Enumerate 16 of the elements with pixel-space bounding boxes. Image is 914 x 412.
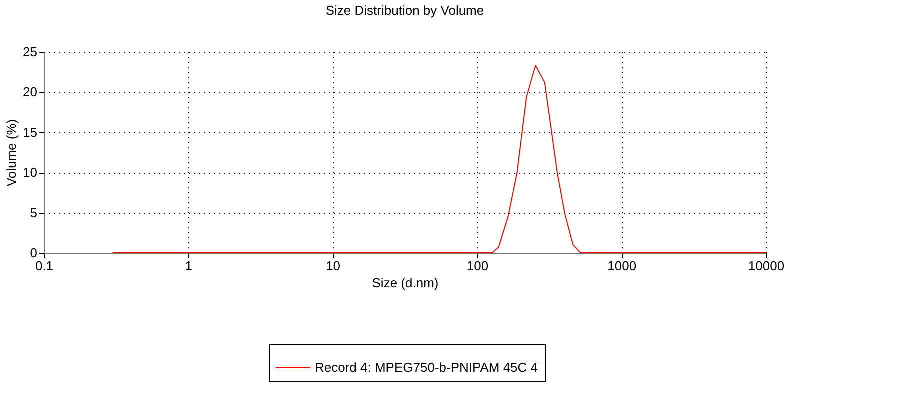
x-tick-label: 100 (466, 258, 489, 274)
y-tick-label: 5 (30, 205, 38, 220)
y-tick-label: 15 (23, 124, 38, 140)
x-tick-label: 0.1 (35, 258, 54, 274)
y-tick-label: 20 (23, 84, 38, 100)
x-tick-label: 10 (326, 258, 341, 274)
y-tick-label: 0 (30, 246, 38, 260)
x-tick-label: 10000 (748, 258, 785, 274)
y-tick-label: 25 (23, 44, 38, 60)
legend-label: Record 4: MPEG750-b-PNIPAM 45C 4 (315, 360, 538, 375)
x-tick-label: 1000 (608, 258, 637, 274)
x-tick-label: 1 (185, 258, 193, 274)
y-axis-title: Volume (%) (4, 119, 20, 187)
y-tick-label: 10 (23, 165, 38, 180)
chart-title: Size Distribution by Volume (326, 3, 484, 18)
x-axis-title: Size (d.nm) (372, 276, 439, 290)
